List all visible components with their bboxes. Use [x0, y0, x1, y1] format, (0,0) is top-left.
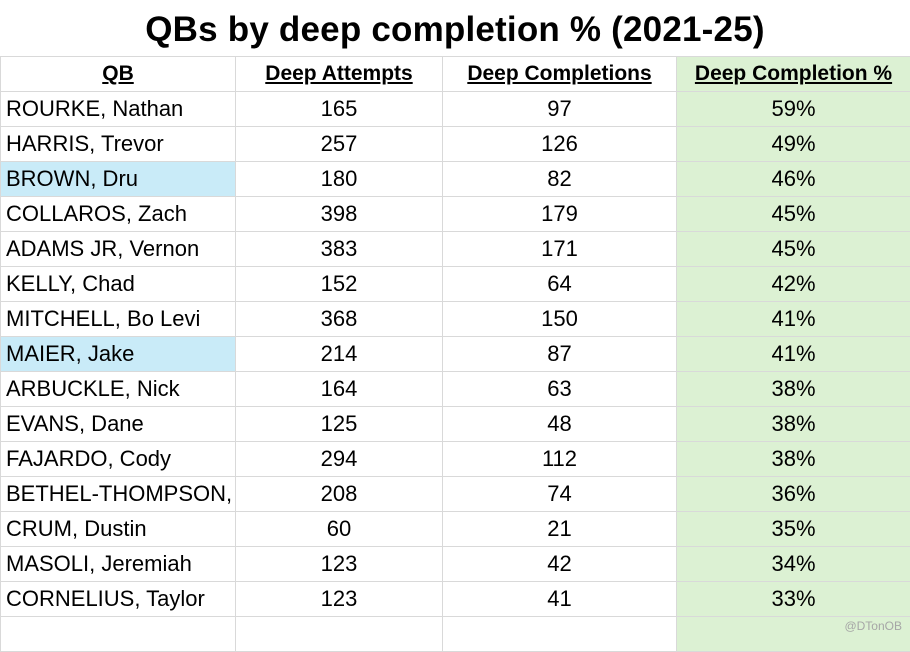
deep-attempts-cell: 60	[236, 512, 443, 547]
empty-row	[1, 617, 910, 652]
deep-completions-cell: 63	[443, 372, 677, 407]
deep-completion-pct-cell: 33%	[677, 582, 910, 617]
deep-completions-cell: 74	[443, 477, 677, 512]
deep-completion-pct-cell: 46%	[677, 162, 910, 197]
deep-completions-cell: 41	[443, 582, 677, 617]
deep-attempts-cell: 294	[236, 442, 443, 477]
deep-completion-pct-cell: 34%	[677, 547, 910, 582]
qb-name-cell: EVANS, Dane	[1, 407, 236, 442]
deep-attempts-cell: 180	[236, 162, 443, 197]
deep-completions-cell: 171	[443, 232, 677, 267]
qb-name-cell: ROURKE, Nathan	[1, 92, 236, 127]
deep-completions-cell: 126	[443, 127, 677, 162]
header-deep-attempts: Deep Attempts	[236, 57, 443, 92]
qb-name-cell: MASOLI, Jeremiah	[1, 547, 236, 582]
deep-attempts-cell: 208	[236, 477, 443, 512]
header-row: QB Deep Attempts Deep Completions Deep C…	[1, 57, 910, 92]
deep-completion-pct-cell: 36%	[677, 477, 910, 512]
watermark: @DTonOB	[844, 619, 902, 633]
deep-completion-pct-cell: 35%	[677, 512, 910, 547]
deep-attempts-cell: 383	[236, 232, 443, 267]
deep-attempts-cell: 164	[236, 372, 443, 407]
empty-cell	[443, 617, 677, 652]
deep-completions-cell: 97	[443, 92, 677, 127]
deep-attempts-cell: 123	[236, 547, 443, 582]
page-title: QBs by deep completion % (2021-25)	[0, 0, 910, 56]
deep-attempts-cell: 368	[236, 302, 443, 337]
deep-completion-pct-cell: 38%	[677, 372, 910, 407]
header-qb: QB	[1, 57, 236, 92]
qb-name-cell: COLLAROS, Zach	[1, 197, 236, 232]
deep-completions-cell: 64	[443, 267, 677, 302]
qb-name-cell: ARBUCKLE, Nick	[1, 372, 236, 407]
deep-completion-pct-cell: 41%	[677, 302, 910, 337]
qb-name-cell: KELLY, Chad	[1, 267, 236, 302]
empty-cell	[1, 617, 236, 652]
header-deep-completions: Deep Completions	[443, 57, 677, 92]
deep-completions-cell: 150	[443, 302, 677, 337]
deep-completions-cell: 42	[443, 547, 677, 582]
deep-completion-pct-cell: 59%	[677, 92, 910, 127]
deep-completions-cell: 48	[443, 407, 677, 442]
deep-completion-pct-cell: 42%	[677, 267, 910, 302]
deep-completions-cell: 112	[443, 442, 677, 477]
deep-completion-pct-cell: 49%	[677, 127, 910, 162]
qb-deep-completion-table: QB Deep Attempts Deep Completions Deep C…	[0, 56, 910, 652]
deep-attempts-cell: 165	[236, 92, 443, 127]
deep-completions-cell: 21	[443, 512, 677, 547]
deep-attempts-cell: 398	[236, 197, 443, 232]
deep-completions-cell: 87	[443, 337, 677, 372]
qb-name-cell: BETHEL-THOMPSON,	[1, 477, 236, 512]
deep-attempts-cell: 152	[236, 267, 443, 302]
deep-completion-pct-cell: 45%	[677, 197, 910, 232]
deep-completions-cell: 179	[443, 197, 677, 232]
deep-attempts-cell: 214	[236, 337, 443, 372]
empty-cell	[236, 617, 443, 652]
qb-name-cell: HARRIS, Trevor	[1, 127, 236, 162]
deep-completion-pct-cell: 38%	[677, 442, 910, 477]
qb-name-cell: FAJARDO, Cody	[1, 442, 236, 477]
deep-completion-pct-cell: 45%	[677, 232, 910, 267]
deep-attempts-cell: 125	[236, 407, 443, 442]
qb-name-cell: MITCHELL, Bo Levi	[1, 302, 236, 337]
deep-completions-cell: 82	[443, 162, 677, 197]
qb-name-cell: MAIER, Jake	[1, 337, 236, 372]
qb-name-cell: CRUM, Dustin	[1, 512, 236, 547]
deep-attempts-cell: 123	[236, 582, 443, 617]
qb-name-cell: ADAMS JR, Vernon	[1, 232, 236, 267]
deep-attempts-cell: 257	[236, 127, 443, 162]
header-deep-completion-pct: Deep Completion %	[677, 57, 910, 92]
deep-completion-pct-cell: 38%	[677, 407, 910, 442]
qb-name-cell: BROWN, Dru	[1, 162, 236, 197]
deep-completion-pct-cell: 41%	[677, 337, 910, 372]
qb-name-cell: CORNELIUS, Taylor	[1, 582, 236, 617]
